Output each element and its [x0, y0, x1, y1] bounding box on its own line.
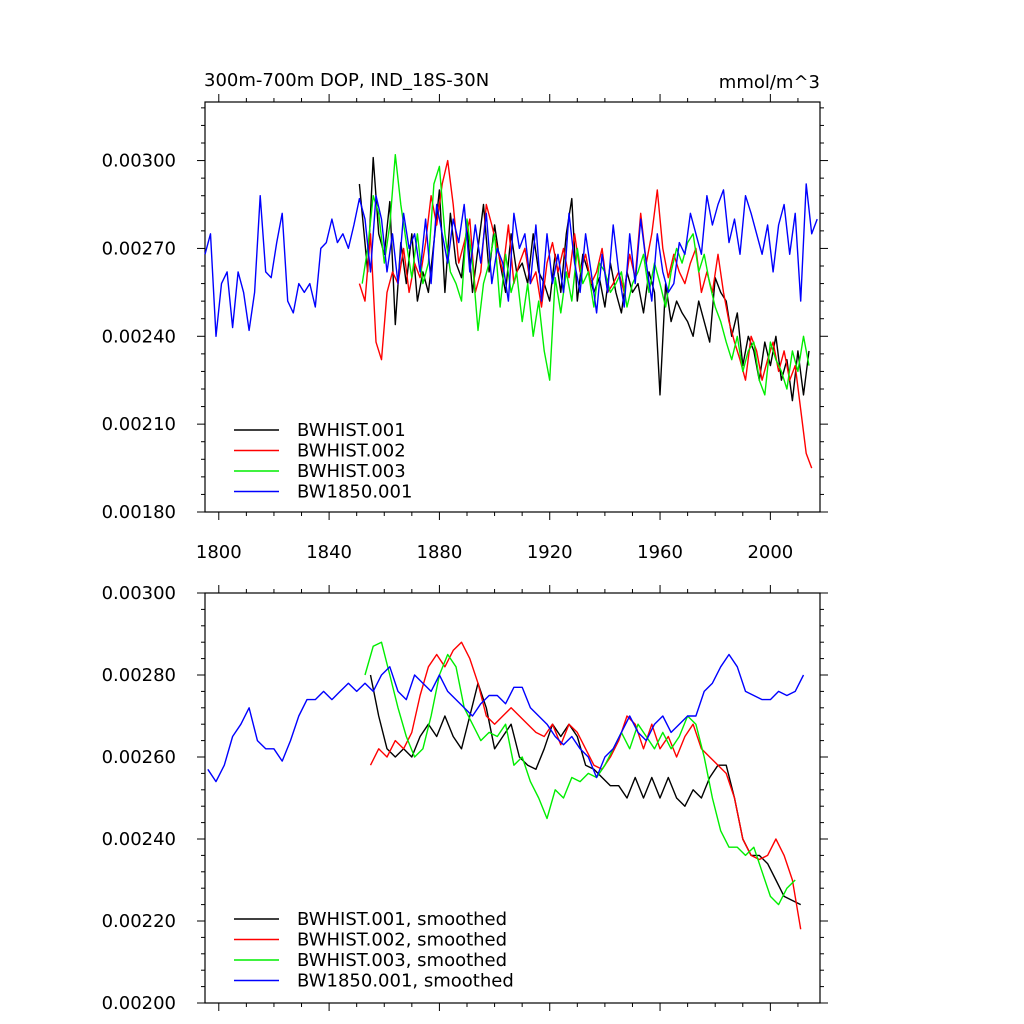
- units-label: mmol/m^3: [719, 72, 820, 93]
- series-line-bwhist-002-smoothed: [369, 641, 802, 930]
- series-line-bwhist-001: [358, 156, 810, 402]
- y-tick-label: 0.00180: [102, 502, 176, 523]
- series-line-bwhist-002: [358, 159, 813, 469]
- legend-label: BWHIST.003: [297, 461, 406, 482]
- y-tick-label: 0.00300: [102, 583, 176, 604]
- legend-label: BWHIST.002, smoothed: [297, 930, 507, 951]
- plot-frame: [204, 592, 821, 1004]
- x-tick-label: 1840: [306, 542, 352, 563]
- legend-label: BW1850.001, smoothed: [297, 971, 514, 992]
- x-tick-label: 2000: [747, 542, 793, 563]
- series-line-bwhist-003: [361, 153, 810, 396]
- chart-title: 300m-700m DOP, IND_18S-30N: [204, 70, 489, 91]
- series-line-bw1850-001-smoothed: [207, 653, 805, 783]
- series-line-bw1850-001: [204, 183, 818, 337]
- y-tick-label: 0.00240: [102, 829, 176, 850]
- y-tick-label: 0.00210: [102, 414, 176, 435]
- y-tick-label: 0.00220: [102, 911, 176, 932]
- plot-frame: [204, 101, 821, 513]
- legend-label: BWHIST.001: [297, 420, 406, 441]
- x-tick-label: 1800: [196, 542, 242, 563]
- legend-label: BW1850.001: [297, 482, 412, 503]
- x-tick-label: 1920: [527, 542, 573, 563]
- x-tick-label: 1880: [417, 542, 463, 563]
- series-line-bwhist-003-smoothed: [364, 641, 796, 906]
- y-tick-label: 0.00260: [102, 747, 176, 768]
- y-tick-label: 0.00200: [102, 993, 176, 1014]
- y-tick-label: 0.00270: [102, 238, 176, 259]
- legend-label: BWHIST.002: [297, 441, 406, 462]
- y-tick-label: 0.00280: [102, 665, 176, 686]
- bottom-panel: 0.00200 0.00220 0.00240 0.00260 0.00280 0.003…: [102, 583, 828, 1014]
- legend-label: BWHIST.003, smoothed: [297, 950, 507, 971]
- y-tick-label: 0.00240: [102, 326, 176, 347]
- legend-label: BWHIST.001, smoothed: [297, 909, 507, 930]
- series-line-bwhist-001-smoothed: [369, 674, 802, 906]
- y-tick-label: 0.00300: [102, 151, 176, 172]
- top-panel: 1800 1840 1880 1920 1960 2000 0.00180 0.00210 0.…: [102, 94, 828, 563]
- x-tick-label: 1960: [637, 542, 683, 563]
